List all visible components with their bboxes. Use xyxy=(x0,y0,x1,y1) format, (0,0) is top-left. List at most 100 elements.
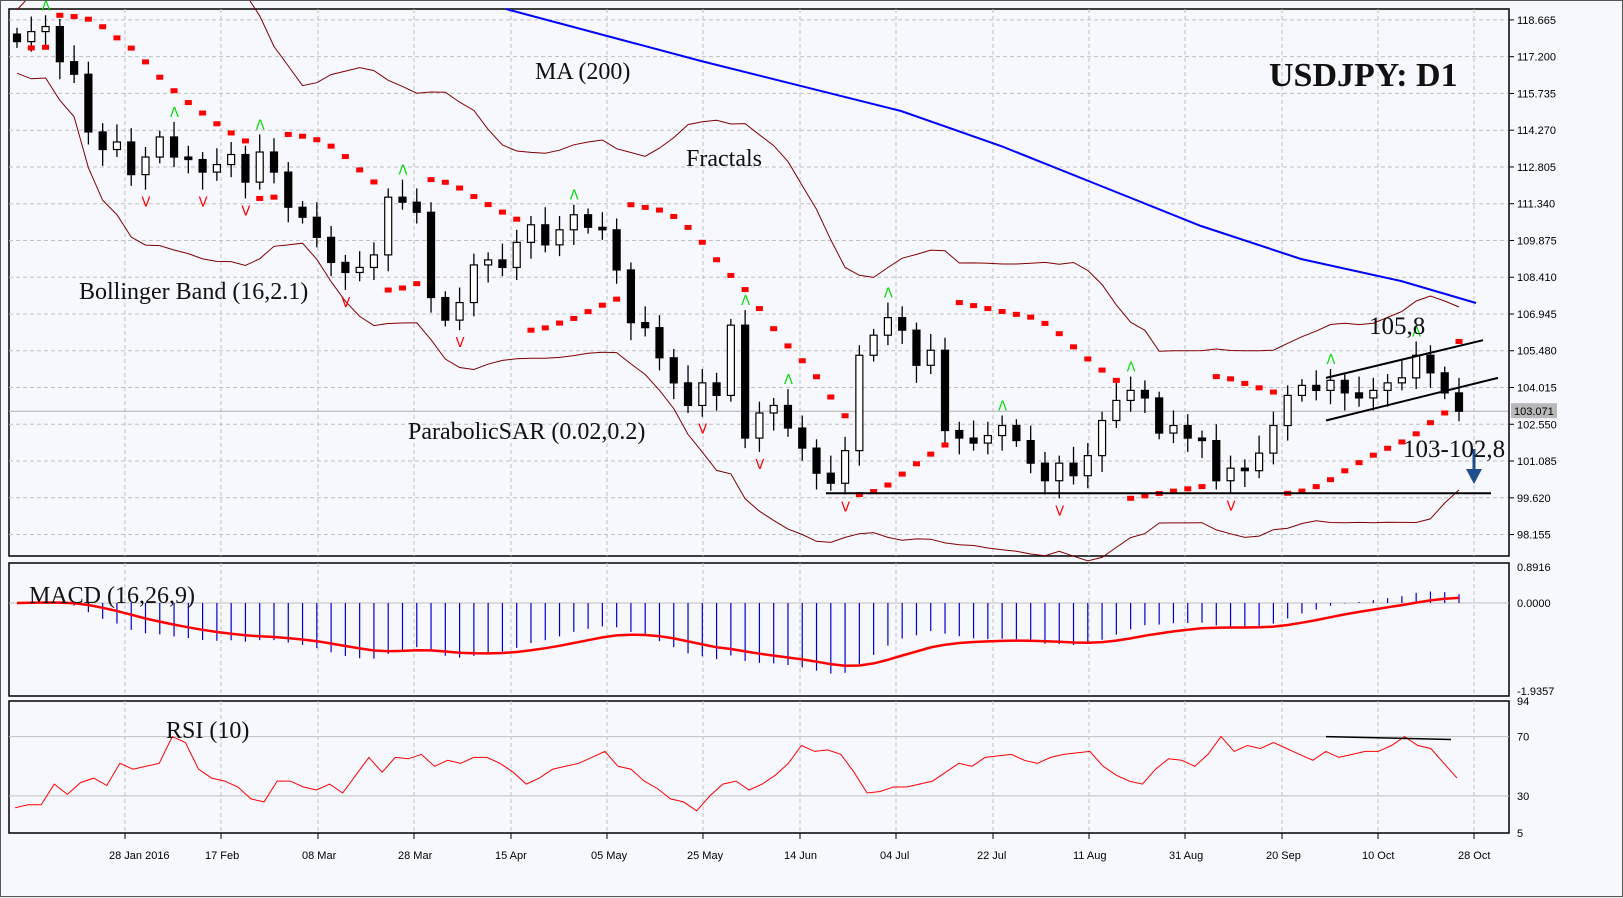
sar-dot xyxy=(1198,484,1206,490)
sar-dot xyxy=(1384,445,1392,451)
x-tick-label: 28 Oct xyxy=(1458,850,1490,862)
candle-body xyxy=(1397,377,1406,384)
sar-dot xyxy=(1141,493,1149,499)
bollinger-label: Bollinger Band (16,2.1) xyxy=(79,279,308,305)
rsi-divergence-line xyxy=(1325,735,1452,741)
channel-upper-line xyxy=(1325,339,1484,379)
candle-body xyxy=(1183,424,1192,439)
candle-body xyxy=(712,382,721,397)
fractal-down-icon: V xyxy=(341,296,350,311)
candle-body xyxy=(1269,424,1278,454)
fractal-up-icon: Ʌ xyxy=(170,106,179,121)
sar-dot xyxy=(341,154,349,160)
sar-dot xyxy=(241,138,249,144)
candle-body xyxy=(412,201,421,213)
sar-dot xyxy=(256,195,264,201)
candle-body xyxy=(626,269,636,324)
candle-body xyxy=(726,324,735,397)
y-tick-label: 98.155 xyxy=(1517,530,1551,542)
candle-body xyxy=(840,450,850,484)
candle-body xyxy=(98,131,107,151)
sar-dot xyxy=(527,327,535,333)
candle-body xyxy=(783,404,793,429)
candle-body xyxy=(1012,424,1021,442)
candle-body xyxy=(312,216,321,238)
candle-body xyxy=(1226,467,1235,482)
rsi-panel[interactable] xyxy=(8,700,1510,834)
y-tick-label: 102.550 xyxy=(1517,419,1557,431)
candle-body xyxy=(512,241,521,269)
price-panel[interactable]: Ʌ V Ʌ V V Ʌ V Ʌ V Ʌ V Ʌ V Ʌ V Ʌ Ʌ V Ʌ V Ʌ Ʌ xyxy=(8,1,1510,562)
candle-body xyxy=(940,349,950,432)
sar-dot xyxy=(1184,486,1192,492)
candle-body xyxy=(1255,452,1264,472)
candle-body xyxy=(441,296,450,321)
sar-dot xyxy=(584,309,592,315)
sar-dot xyxy=(613,296,621,302)
sar-dot xyxy=(1055,331,1063,337)
candle-body xyxy=(298,206,307,218)
x-tick-label: 28 Jan 2016 xyxy=(109,850,170,862)
sar-dot xyxy=(1327,477,1335,483)
sar-dot xyxy=(384,287,392,293)
sar-dot xyxy=(870,489,878,495)
sar-dot xyxy=(513,216,521,222)
candle-body xyxy=(227,153,236,166)
sar-dot xyxy=(70,14,78,20)
x-tick-label: 14 Jun xyxy=(784,850,817,862)
sar-dot xyxy=(627,202,635,208)
sar-dot xyxy=(470,194,478,200)
sar-dot xyxy=(927,451,935,457)
macd-label: MACD (16,26,9) xyxy=(29,583,195,609)
fractal-down-icon: V xyxy=(456,336,465,351)
sar-dot xyxy=(1041,320,1049,326)
resistance-label: 105,8 xyxy=(1369,313,1425,340)
candle-body xyxy=(1212,439,1221,482)
sar-dot xyxy=(741,287,749,293)
candle-body xyxy=(912,329,921,366)
fractals-label: Fractals xyxy=(686,146,762,172)
candle-body xyxy=(883,317,893,336)
x-tick-label: 11 Aug xyxy=(1073,850,1106,862)
candle-body xyxy=(855,354,864,452)
sar-dot xyxy=(1169,488,1177,494)
fractal-down-icon: V xyxy=(241,204,250,219)
sar-dot xyxy=(327,143,335,149)
candle-body xyxy=(1297,384,1307,397)
macd-tick-label: 0.0000 xyxy=(1517,598,1551,610)
sar-dot xyxy=(1012,311,1020,317)
y-tick-label: 101.085 xyxy=(1517,456,1557,468)
sar-dot xyxy=(698,239,706,245)
candle-body xyxy=(41,25,50,33)
candle-body xyxy=(798,427,807,449)
sar-dot xyxy=(1227,376,1235,382)
fractal-up-icon: Ʌ xyxy=(398,164,407,179)
y-tick-label: 117.200 xyxy=(1517,52,1556,64)
sar-dot xyxy=(1112,377,1120,383)
sar-dot xyxy=(356,167,364,173)
fractal-up-icon: Ʌ xyxy=(1327,353,1336,368)
candle-body xyxy=(355,266,364,274)
candle-body xyxy=(184,156,193,161)
panel-border xyxy=(8,700,1510,834)
x-tick-label: 20 Sep xyxy=(1266,850,1301,862)
candle-body xyxy=(384,196,393,256)
sar-dot xyxy=(313,137,321,143)
candle-body xyxy=(655,327,664,359)
down-arrow-head-icon xyxy=(1466,469,1482,484)
sar-dot xyxy=(1426,420,1434,426)
candle-body xyxy=(55,25,64,63)
sar-dot xyxy=(941,442,949,448)
candle-body xyxy=(141,156,150,176)
y-tick-label: 105.480 xyxy=(1517,346,1557,358)
candle-body xyxy=(1369,389,1378,399)
y-tick-label: 111.340 xyxy=(1517,199,1555,211)
sar-dot xyxy=(56,12,64,18)
sar-dot xyxy=(1298,488,1306,494)
macd-panel[interactable] xyxy=(8,562,1510,697)
candle-body xyxy=(455,301,464,321)
fractal-down-icon: V xyxy=(755,458,764,473)
ma-200-line xyxy=(505,8,1477,304)
sar-dot xyxy=(1312,484,1320,490)
